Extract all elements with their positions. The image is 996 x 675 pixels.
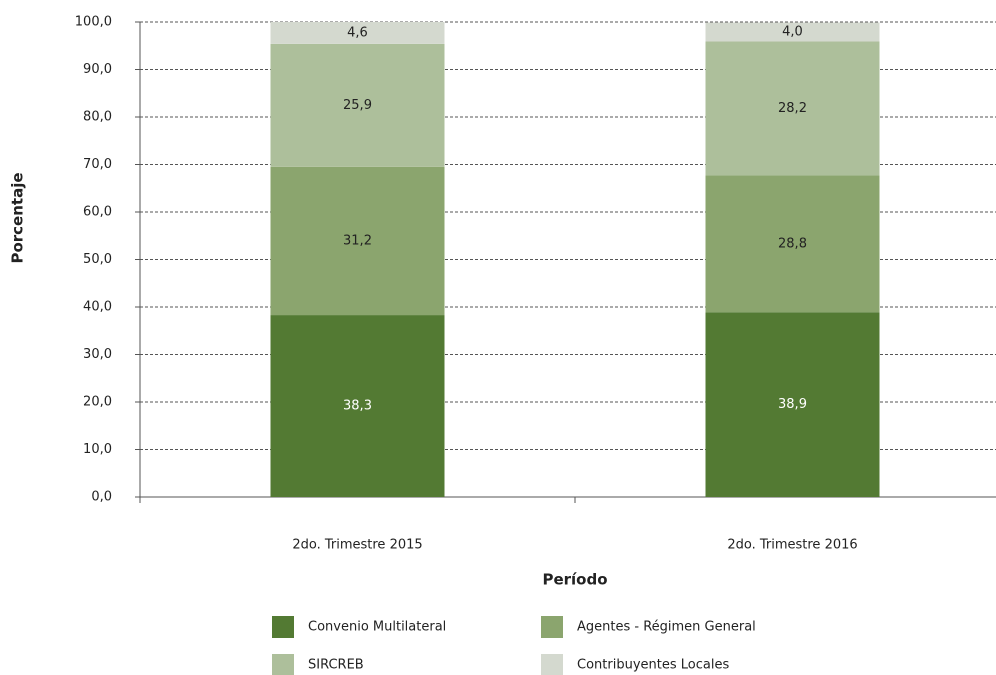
legend-swatch: [541, 654, 563, 675]
value-label: 28,2: [778, 101, 807, 116]
y-axis-label: Porcentaje: [9, 172, 27, 263]
bar-segment: [270, 22, 445, 44]
value-label: 28,8: [778, 236, 807, 251]
y-tick-label: 10,0: [83, 442, 112, 457]
y-tick-label: 70,0: [83, 157, 112, 172]
y-tick-label: 90,0: [83, 62, 112, 77]
legend-label: Convenio Multilateral: [308, 620, 446, 635]
bar-segment: [705, 41, 880, 176]
legend-swatch: [272, 616, 294, 638]
bar-segment: [270, 43, 445, 167]
y-tick-label: 30,0: [83, 347, 112, 362]
y-tick-label: 50,0: [83, 252, 112, 267]
bar-segment: [270, 166, 445, 316]
y-tick-label: 60,0: [83, 205, 112, 220]
x-tick-label: 2do. Trimestre 2015: [292, 538, 422, 553]
y-tick-label: 0,0: [91, 490, 112, 505]
value-label: 4,6: [347, 25, 368, 40]
y-tick-label: 100,0: [75, 15, 112, 30]
bar-segment: [705, 175, 880, 313]
bar-segment: [270, 315, 445, 497]
value-label: 25,9: [343, 98, 372, 113]
bar-segment: [705, 312, 880, 497]
x-axis-label: Período: [542, 571, 607, 589]
value-label: 38,9: [778, 397, 807, 412]
legend-label: SIRCREB: [308, 658, 364, 673]
legend-label: Contribuyentes Locales: [577, 658, 729, 673]
legend-label: Agentes - Régimen General: [577, 620, 756, 635]
y-tick-label: 80,0: [83, 110, 112, 125]
value-label: 31,2: [343, 233, 372, 248]
value-label: 4,0: [782, 24, 803, 39]
legend-swatch: [541, 616, 563, 638]
bar-segment: [705, 22, 880, 42]
x-tick-label: 2do. Trimestre 2016: [727, 538, 857, 553]
legend-swatch: [272, 654, 294, 675]
y-tick-label: 40,0: [83, 300, 112, 315]
y-tick-label: 20,0: [83, 395, 112, 410]
value-label: 38,3: [343, 399, 372, 414]
